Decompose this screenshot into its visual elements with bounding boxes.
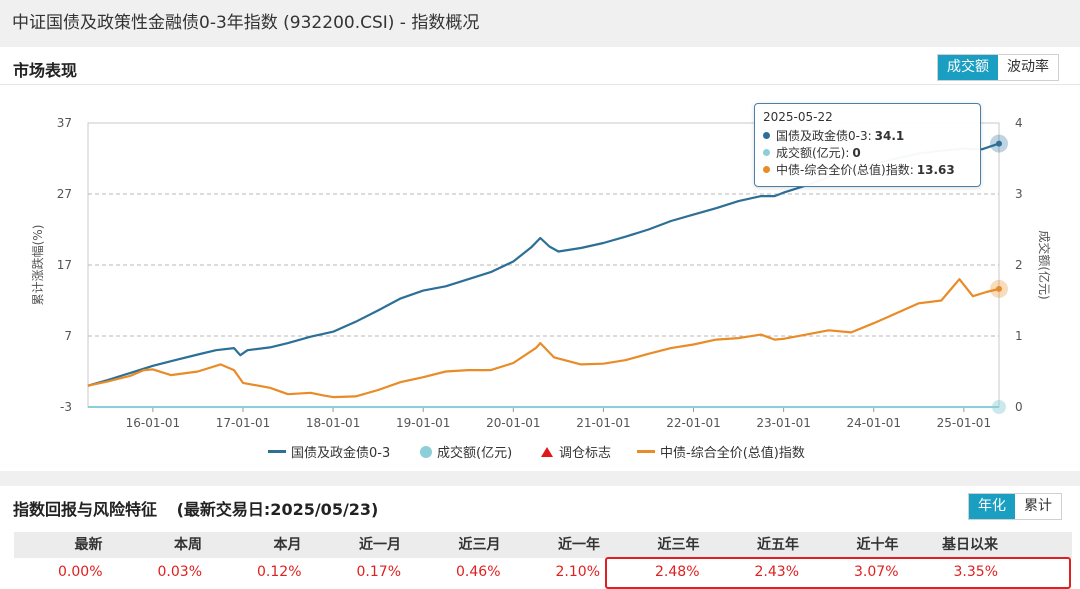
chart-legend: 国债及政金债0-3 成交额(亿元) 调仓标志 中债-综合全价(总值)指数 [0, 442, 1080, 462]
legend-label: 成交额(亿元) [437, 446, 513, 461]
legend-line-icon [637, 450, 655, 453]
cumulative-button[interactable]: 累计 [1015, 494, 1061, 519]
column-header: 近一月 [359, 537, 401, 553]
return-value: 0.12% [257, 564, 302, 580]
tooltip-value: 0 [852, 145, 861, 160]
x-tick-label: 16-01-01 [126, 416, 180, 430]
legend-label: 国债及政金债0-3 [291, 446, 391, 461]
volatility-button[interactable]: 波动率 [998, 55, 1058, 80]
returns-table-header: 最新 本周 本月 近一月 近三月 近一年 近三年 近五年 近十年 基日以来 [14, 532, 1072, 558]
left-axis-label: 累计涨跌幅(%) [30, 225, 45, 306]
returns-title: 指数回报与风险特征 [13, 500, 158, 519]
legend-dot-icon [420, 445, 432, 458]
return-value: 0.03% [157, 564, 202, 580]
tooltip-label: 成交额(亿元): [776, 146, 850, 160]
triangle-icon [541, 446, 553, 457]
column-header: 基日以来 [942, 537, 998, 553]
tooltip-label: 中债-综合全价(总值)指数: [776, 163, 914, 177]
performance-chart[interactable]: 37 27 17 7 -3 4 3 2 1 0 16-01-01 17-01-01 18-01-01 19… [0, 85, 1080, 442]
market-panel-header: 市场表现 成交额 波动率 [0, 47, 1080, 85]
returns-panel: 指数回报与风险特征 (最新交易日:2025/05/23) 年化 累计 最新 本周… [0, 486, 1080, 589]
column-header: 近三年 [657, 537, 700, 553]
return-value: 2.10% [555, 564, 600, 580]
x-tick-label: 24-01-01 [847, 416, 901, 430]
return-value: 0.17% [356, 564, 401, 580]
return-value: 0.00% [58, 564, 103, 580]
series-dot-icon [763, 166, 770, 173]
legend-label: 中债-综合全价(总值)指数 [660, 446, 805, 461]
legend-item-rebalance[interactable]: 调仓标志 [541, 442, 611, 461]
series-line-1 [87, 278, 1000, 399]
right-tick-label: 3 [1015, 187, 1023, 201]
legend-item-bond-index[interactable]: 国债及政金债0-3 [268, 442, 390, 461]
highlight-annotation-box [605, 557, 1071, 589]
right-tick-label: 4 [1015, 116, 1023, 130]
series-dot-icon [763, 149, 770, 156]
right-tick-label: 1 [1015, 329, 1023, 343]
tooltip-value: 34.1 [874, 128, 905, 143]
legend-line-icon [268, 450, 286, 453]
column-header: 本月 [273, 537, 302, 553]
x-tick-label: 21-01-01 [576, 416, 630, 430]
left-tick-label: -3 [60, 400, 72, 414]
x-tick-label: 25-01-01 [937, 416, 991, 430]
chart-tooltip: 2025-05-22 国债及政金债0-3: 34.1 成交额(亿元): 0 中债… [754, 103, 981, 187]
column-header: 最新 [74, 537, 103, 553]
return-value: 3.35% [953, 564, 998, 580]
series-marker-turnover [992, 400, 1006, 414]
returns-table-row: 0.00% 0.03% 0.12% 0.17% 0.46% 2.10% 2.48… [14, 558, 1072, 586]
series-marker [996, 285, 1002, 292]
latest-trade-date: (最新交易日:2025/05/23) [176, 500, 379, 519]
column-header: 近十年 [856, 537, 899, 553]
return-value: 2.43% [754, 564, 799, 580]
returns-panel-title: 指数回报与风险特征 (最新交易日:2025/05/23) [13, 496, 378, 520]
column-header: 近三月 [458, 537, 501, 553]
x-tick-label: 19-01-01 [396, 416, 450, 430]
return-value: 2.48% [655, 564, 700, 580]
legend-label: 调仓标志 [559, 446, 612, 461]
returns-toggle-group: 年化 累计 [968, 493, 1062, 520]
legend-item-composite-index[interactable]: 中债-综合全价(总值)指数 [637, 442, 805, 461]
page-title: 中证国债及政策性金融债0-3年指数 (932200.CSI) - 指数概况 [12, 13, 480, 33]
column-header: 近五年 [757, 537, 799, 553]
left-tick-label: 7 [64, 329, 72, 343]
tooltip-row: 成交额(亿元): 0 [763, 144, 972, 161]
right-tick-label: 2 [1015, 258, 1023, 272]
x-tick-label: 23-01-01 [756, 416, 810, 430]
tooltip-row: 国债及政金债0-3: 34.1 [763, 127, 972, 144]
right-axis-label: 成交额(亿元) [1037, 230, 1052, 299]
market-toggle-group: 成交额 波动率 [937, 54, 1059, 81]
x-tick-label: 20-01-01 [486, 416, 540, 430]
tooltip-label: 国债及政金债0-3: [776, 129, 872, 143]
left-tick-label: 27 [57, 187, 72, 201]
series-dot-icon [763, 132, 770, 139]
returns-table: 最新 本周 本月 近一月 近三月 近一年 近三年 近五年 近十年 基日以来 0.… [14, 532, 1072, 586]
return-value: 3.07% [854, 564, 899, 580]
x-tick-label: 22-01-01 [666, 416, 720, 430]
left-tick-label: 37 [57, 116, 72, 130]
tooltip-row: 中债-综合全价(总值)指数: 13.63 [763, 161, 972, 178]
annualized-button[interactable]: 年化 [969, 494, 1015, 519]
right-tick-label: 0 [1015, 400, 1023, 414]
legend-item-turnover[interactable]: 成交额(亿元) [420, 442, 512, 461]
market-panel-title: 市场表现 [13, 61, 78, 80]
column-header: 近一年 [558, 537, 600, 553]
tooltip-value: 13.63 [916, 162, 955, 177]
x-tick-label: 17-01-01 [216, 416, 270, 430]
turnover-button[interactable]: 成交额 [938, 55, 998, 80]
returns-panel-header: 指数回报与风险特征 (最新交易日:2025/05/23) 年化 累计 [0, 486, 1080, 524]
market-performance-panel: 市场表现 成交额 波动率 37 27 17 7 -3 4 3 2 1 0 16-01-01 17-01… [0, 47, 1080, 471]
tooltip-date: 2025-05-22 [763, 110, 833, 124]
series-marker [996, 140, 1002, 147]
return-value: 0.46% [456, 564, 501, 580]
x-tick-label: 18-01-01 [306, 416, 360, 430]
column-header: 本周 [174, 537, 202, 553]
left-tick-label: 17 [57, 258, 72, 272]
